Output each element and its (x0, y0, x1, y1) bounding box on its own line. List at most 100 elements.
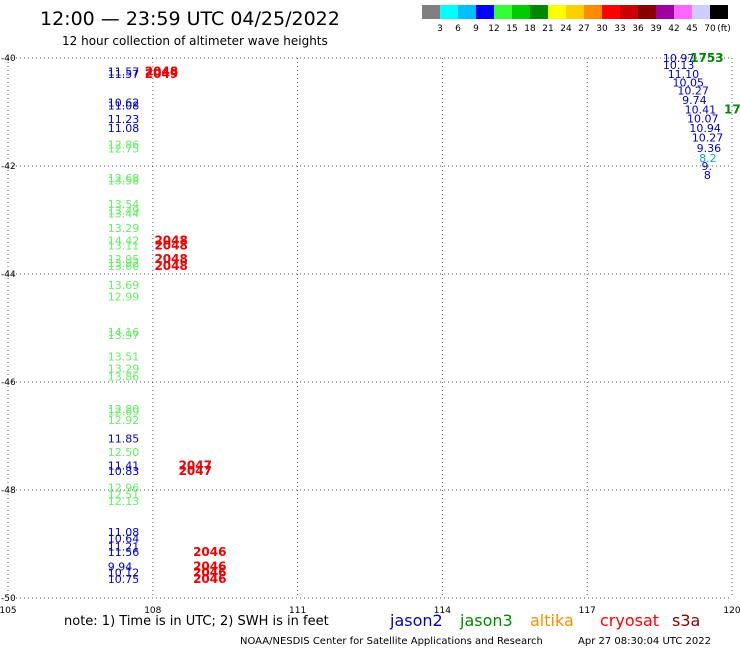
colorbar-swatch (620, 5, 638, 19)
satellite-name: s3a (672, 611, 700, 630)
time-labels: 2048204920482048204820482047204720462046… (145, 51, 740, 586)
footer-note: note: 1) Time is in UTC; 2) SWH is in fe… (64, 614, 329, 629)
satellite-name: jason2 (389, 611, 443, 630)
footer-timestamp: Apr 27 08:30:04 UTC 2022 (578, 636, 711, 647)
swh-label: 11.21 (108, 541, 140, 554)
x-tick-label: 120 (723, 606, 740, 616)
swh-label: 13.11 (108, 239, 140, 252)
swh-label: 14.16 (108, 326, 140, 339)
swh-label: 11.08 (108, 526, 140, 539)
swh-label: 9. (701, 160, 712, 173)
colorbar-label: 9 (473, 24, 479, 34)
time-label: 17 (724, 102, 740, 116)
swh-label: 9.36 (697, 142, 722, 155)
map-grid (7, 57, 733, 599)
satellite-name: cryosat (600, 611, 659, 630)
colorbar-swatch (674, 5, 692, 19)
swh-label: 12.99 (108, 291, 140, 304)
colorbar-label: 15 (506, 24, 517, 34)
swh-label: 12.80 (108, 403, 140, 416)
swh-label: 14.42 (108, 235, 140, 248)
time-label: 2048 (154, 259, 187, 273)
swh-label: 13.58 (108, 175, 140, 188)
y-tick-label: -50 (1, 594, 16, 604)
colorbar-swatch (512, 5, 530, 19)
swh-label: 11.57 (108, 66, 140, 79)
satellite-name: altika (530, 611, 574, 630)
swh-label: 13.51 (108, 351, 140, 364)
swh-label: 13.92 (108, 257, 140, 270)
colorbar-swatch (494, 5, 512, 19)
colorbar-label: 18 (524, 24, 536, 34)
swh-label: 11.56 (108, 546, 140, 559)
swh-label: 8 (704, 169, 711, 182)
swh-label: 13.69 (108, 279, 140, 292)
swh-label: 10.12 (108, 567, 140, 580)
swh-label: 12.51 (108, 488, 140, 501)
swh-label: 10.75 (108, 573, 140, 586)
colorbar-label: 70 (704, 24, 716, 34)
time-label: 2048 (154, 238, 187, 252)
swh-label: 12.96 (108, 481, 140, 494)
swh-label: 12.95 (108, 253, 140, 266)
colorbar-label: 39 (650, 24, 662, 34)
swh-label: 13.60 (108, 260, 140, 273)
time-label: 2046 (193, 560, 226, 574)
satellite-name: jason3 (459, 611, 513, 630)
axis-ticks: 105 108 111 114 117 120 -40 -42 -44 -46 -48 -50 (0, 54, 740, 616)
swh-label: 11.23 (108, 113, 140, 126)
time-label: 2048 (154, 234, 187, 248)
colorbar-label: 45 (686, 24, 697, 34)
swh-label: 10.83 (108, 465, 140, 478)
chart-title: 12:00 — 23:59 UTC 04/25/2022 (40, 8, 340, 30)
y-tick-label: -44 (1, 270, 16, 280)
colorbar-label: 24 (560, 24, 572, 34)
swh-labels: 11.5711.5710.6211.0811.2311.0812.8612.75… (108, 52, 724, 586)
colorbar-label: 3 (437, 24, 443, 34)
swh-label: 11.57 (108, 68, 140, 81)
swh-label: 13.29 (108, 222, 140, 235)
colorbar-swatch (440, 5, 458, 19)
swh-label: 10.05 (673, 76, 705, 89)
swh-label: 12.68 (108, 172, 140, 185)
colorbar-label: 30 (596, 24, 608, 34)
time-label: 2048 (145, 65, 178, 79)
swh-label: 13.86 (108, 371, 140, 384)
swh-label: 12.50 (108, 446, 140, 459)
y-tick-label: -40 (1, 54, 16, 64)
swh-label: 13.97 (108, 329, 140, 342)
time-label: 2046 (193, 566, 226, 580)
swh-label: 9.74 (682, 94, 707, 107)
colorbar-label: 27 (578, 24, 589, 34)
colorbar-label: 36 (632, 24, 644, 34)
colorbar-label: 42 (668, 24, 679, 34)
colorbar-label: 6 (455, 24, 461, 34)
swh-label: 10.13 (663, 59, 695, 72)
swh-colorbar: 3 6 9 12 15 18 21 24 27 30 33 36 39 42 45 70 (ft) (422, 5, 731, 34)
colorbar-swatch (638, 5, 656, 19)
colorbar-swatch (584, 5, 602, 19)
x-tick-label: 111 (289, 606, 306, 616)
swh-label: 12.13 (108, 495, 140, 508)
time-label: 2047 (179, 459, 212, 473)
time-label: 2049 (145, 67, 178, 81)
swh-label: 12.86 (108, 138, 140, 151)
x-tick-label: 114 (434, 606, 451, 616)
swh-label: 9.94 (108, 561, 133, 574)
swh-label: 10.41 (685, 103, 717, 116)
y-tick-label: -42 (1, 162, 16, 172)
swh-label: 10.94 (689, 122, 721, 135)
x-tick-label: 105 (0, 606, 17, 616)
colorbar-swatch (710, 5, 728, 19)
swh-label: 10.27 (677, 84, 709, 97)
swh-label: 10.64 (108, 533, 140, 546)
swh-label: 13.29 (108, 363, 140, 376)
y-tick-label: -48 (1, 486, 16, 496)
swh-label: 10.97 (663, 52, 695, 65)
chart-subtitle: 12 hour collection of altimeter wave hei… (62, 34, 328, 48)
swh-label: 11.08 (108, 122, 140, 135)
swh-label: 13.49 (108, 204, 140, 217)
colorbar-label: 21 (542, 24, 553, 34)
swh-label: 11.10 (668, 68, 700, 81)
